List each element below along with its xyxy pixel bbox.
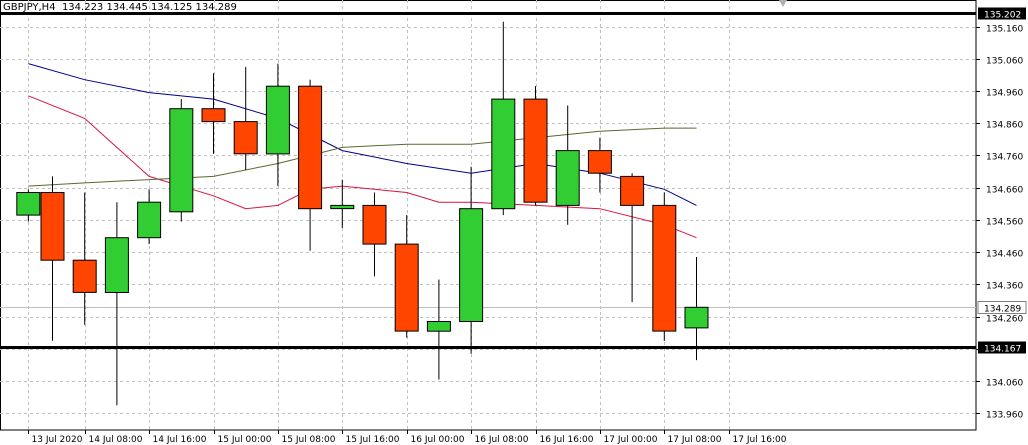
candle-bullish[interactable] bbox=[16, 192, 41, 216]
y-tick-label: 134.460 bbox=[986, 250, 1023, 260]
level-price-tag bbox=[978, 341, 1026, 354]
candle-bullish[interactable] bbox=[169, 108, 194, 213]
candle-bearish[interactable] bbox=[233, 121, 258, 155]
plot-border bbox=[0, 0, 977, 431]
candle-bullish[interactable] bbox=[491, 98, 516, 210]
x-tick-label: 15 Jul 16:00 bbox=[346, 435, 400, 445]
y-tick-label: 134.660 bbox=[986, 186, 1023, 196]
candle-bullish[interactable] bbox=[555, 150, 580, 206]
y-tick-label: 134.260 bbox=[986, 315, 1023, 325]
y-tick-label: 134.560 bbox=[986, 218, 1023, 228]
x-tick-label: 15 Jul 08:00 bbox=[282, 435, 336, 445]
candle-bearish[interactable] bbox=[587, 150, 612, 174]
current-price-label: 134.289 bbox=[984, 305, 1021, 315]
x-tick-label: 17 Jul 00:00 bbox=[604, 435, 658, 445]
symbol-name: GBPJPY,H4 bbox=[3, 2, 56, 13]
x-tick-label: 17 Jul 08:00 bbox=[668, 435, 722, 445]
candle-bullish[interactable] bbox=[265, 85, 290, 155]
chart-shift-marker-icon[interactable] bbox=[779, 0, 787, 8]
candle-bearish[interactable] bbox=[620, 175, 645, 206]
x-tick-label: 16 Jul 16:00 bbox=[540, 435, 594, 445]
candle-bullish[interactable] bbox=[426, 321, 451, 332]
level-price-label: 135.202 bbox=[984, 11, 1021, 21]
moving-average-line bbox=[28, 63, 697, 206]
candle-bearish[interactable] bbox=[394, 243, 419, 332]
candle-bearish[interactable] bbox=[652, 204, 677, 332]
y-tick-label: 133.960 bbox=[986, 411, 1023, 421]
ohlc-readout: 134.223 134.445 134.125 134.289 bbox=[61, 2, 237, 13]
candle-bearish[interactable] bbox=[298, 85, 323, 210]
candle-bullish[interactable] bbox=[104, 237, 129, 293]
level-price-tag bbox=[978, 7, 1026, 20]
candle-bearish[interactable] bbox=[72, 259, 97, 293]
y-tick-label: 135.160 bbox=[986, 25, 1023, 35]
candle-bearish[interactable] bbox=[523, 98, 548, 203]
x-tick-label: 16 Jul 00:00 bbox=[411, 435, 465, 445]
candle-bullish[interactable] bbox=[684, 306, 709, 329]
x-tick-label: 14 Jul 16:00 bbox=[153, 435, 207, 445]
x-tick-label: 14 Jul 08:00 bbox=[89, 435, 143, 445]
moving-average-line bbox=[28, 127, 697, 187]
x-tick-label: 17 Jul 16:00 bbox=[733, 435, 787, 445]
x-tick-label: 16 Jul 08:00 bbox=[475, 435, 529, 445]
candle-bearish[interactable] bbox=[201, 108, 226, 123]
y-tick-label: 134.060 bbox=[986, 379, 1023, 389]
y-tick-label: 134.860 bbox=[986, 121, 1023, 131]
x-tick-label: 13 Jul 2020 bbox=[32, 435, 83, 445]
current-price-tag bbox=[977, 301, 1027, 314]
x-tick-label: 15 Jul 00:00 bbox=[218, 435, 272, 445]
candle-bearish[interactable] bbox=[40, 192, 65, 261]
y-tick-label: 134.760 bbox=[986, 153, 1023, 163]
candle-bullish[interactable] bbox=[459, 208, 484, 322]
candle-bullish[interactable] bbox=[137, 201, 162, 239]
y-tick-label: 134.960 bbox=[986, 89, 1023, 99]
y-tick-label: 134.360 bbox=[986, 282, 1023, 292]
candle-bearish[interactable] bbox=[362, 204, 387, 245]
y-tick-label: 135.060 bbox=[986, 57, 1023, 67]
candle-bullish[interactable] bbox=[330, 204, 355, 210]
level-price-label: 134.167 bbox=[984, 345, 1021, 355]
chart-symbol-header: GBPJPY,H4 134.223 134.445 134.125 134.28… bbox=[3, 2, 237, 13]
